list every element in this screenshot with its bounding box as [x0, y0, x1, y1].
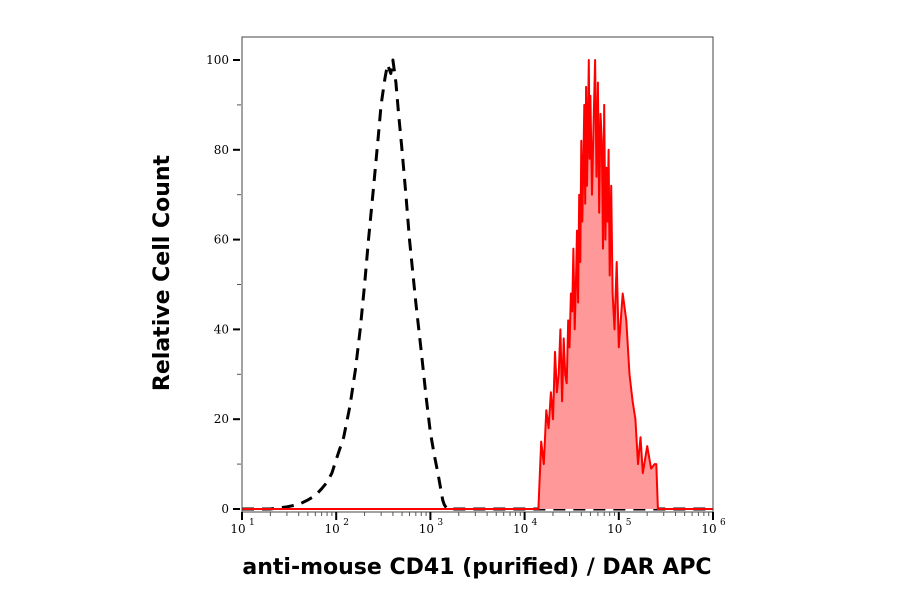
series-0-line [242, 58, 713, 511]
y-tick-label: 40 [214, 322, 229, 336]
x-tick-label: 10 [325, 522, 340, 536]
series-1-line [242, 59, 713, 510]
x-tick-label: 10 [419, 522, 434, 536]
y-tick-label: 100 [206, 53, 229, 67]
series-1-area [242, 60, 713, 509]
y-tick-label: 80 [214, 143, 229, 157]
y-tick-label: 20 [214, 412, 229, 426]
y-axis-title: Relative Cell Count [150, 154, 175, 391]
x-tick-exponent: 4 [532, 518, 538, 528]
y-axis: 0 20 40 60 80 100 [206, 53, 241, 516]
x-tick-label: 10 [701, 522, 716, 536]
y-tick-label: 0 [221, 502, 229, 516]
x-tick-label: 10 [230, 522, 245, 536]
x-tick-label: 10 [513, 522, 528, 536]
x-axis-title: anti-mouse CD41 (purified) / DAR APC [242, 555, 711, 580]
x-axis: 10 1 10 2 10 3 10 4 10 5 10 6 [230, 512, 726, 536]
series-layer [242, 58, 713, 511]
x-tick-label: 10 [607, 522, 622, 536]
plot-frame [241, 36, 714, 513]
x-tick-exponent: 2 [343, 518, 349, 528]
y-tick-label: 60 [214, 233, 229, 247]
x-tick-exponent: 1 [249, 518, 255, 528]
x-tick-exponent: 6 [720, 518, 726, 528]
x-tick-exponent: 3 [437, 518, 443, 528]
x-tick-exponent: 5 [626, 518, 632, 528]
